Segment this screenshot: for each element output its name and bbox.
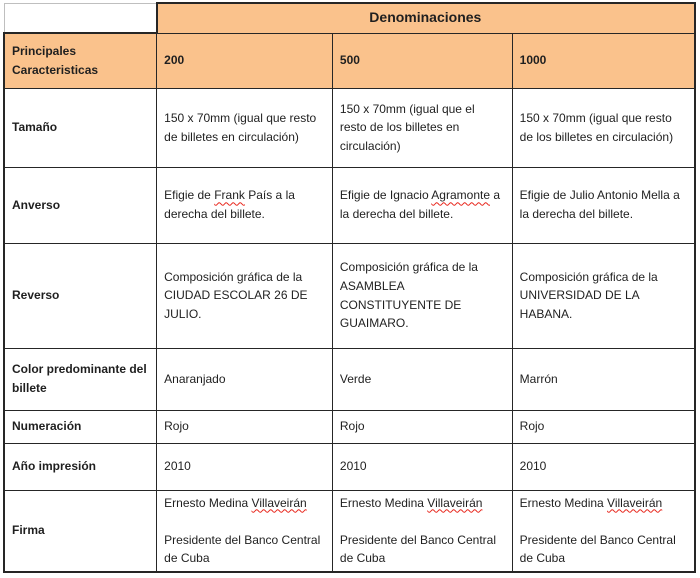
row-label-firma: Firma: [3, 489, 158, 573]
cell-ano-impresion-200: 2010: [156, 442, 333, 491]
cell-ano-impresion-500: 2010: [331, 442, 513, 491]
row-label-color-predominante: Color predominante del billete: [3, 347, 158, 411]
cell-tamano-200: 150 x 70mm (igual que resto de billetes …: [156, 87, 333, 168]
cell-anverso-200: Efigie de Frank País a la derecha del bi…: [156, 166, 333, 244]
cell-reverso-1000: Composición gráfica de la UNIVERSIDAD DE…: [511, 242, 696, 349]
row-label-tamano: Tamaño: [3, 87, 158, 168]
cell-numeracion-500: Rojo: [331, 409, 513, 444]
cell-reverso-500: Composición gráfica de la ASAMBLEA CONST…: [331, 242, 513, 349]
row-label-ano-impresion: Año impresión: [3, 442, 158, 491]
cell-reverso-200: Composición gráfica de la CIUDAD ESCOLAR…: [156, 242, 333, 349]
row-label-reverso: Reverso: [3, 242, 158, 349]
cell-color-500: Verde: [331, 347, 513, 411]
corner-cell: [3, 2, 158, 34]
table-title: Denominaciones: [155, 2, 697, 34]
cell-firma-1000: Ernesto Medina Villaveirán Presidente de…: [511, 489, 696, 573]
cell-tamano-1000: 150 x 70mm (igual que resto de los bille…: [511, 87, 696, 168]
row-label-anverso: Anverso: [3, 166, 158, 244]
cell-color-200: Anaranjado: [156, 347, 333, 411]
cell-tamano-500: 150 x 70mm (igual que el resto de los bi…: [331, 87, 513, 168]
cell-numeracion-1000: Rojo: [511, 409, 696, 444]
cell-firma-500: Ernesto Medina Villaveirán Presidente de…: [331, 489, 513, 573]
cell-color-1000: Marrón: [511, 347, 696, 411]
row-label-numeracion: Numeración: [3, 409, 158, 444]
cell-numeracion-200: Rojo: [156, 409, 333, 444]
cell-anverso-1000: Efigie de Julio Antonio Mella a la derec…: [511, 166, 696, 244]
denominations-table: Denominaciones Principales Caracteristic…: [3, 2, 697, 573]
cell-anverso-500: Efigie de Ignacio Agramonte a la derecha…: [331, 166, 513, 244]
row-header-principales-caracteristicas: Principales Caracteristicas: [3, 32, 158, 89]
cell-ano-impresion-1000: 2010: [511, 442, 696, 491]
column-header-200: 200: [156, 32, 333, 89]
column-header-500: 500: [331, 32, 513, 89]
cell-firma-200: Ernesto Medina Villaveirán Presidente de…: [156, 489, 333, 573]
column-header-1000: 1000: [511, 32, 696, 89]
